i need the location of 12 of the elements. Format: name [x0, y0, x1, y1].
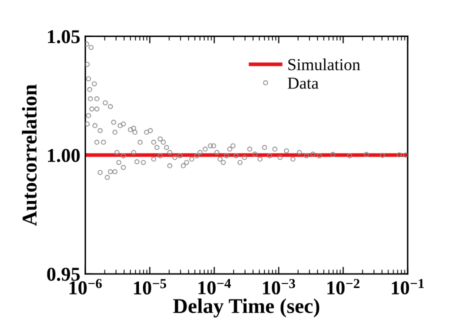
- y-axis-title: Autocorrelation: [22, 84, 37, 226]
- y-tick-label: 1.00: [48, 148, 80, 162]
- x-tick-label: 10$^{−3}$: [262, 278, 296, 294]
- legend-label: Data: [288, 78, 318, 89]
- x-tick-label: 10$^{−4}$: [198, 278, 231, 294]
- x-tick-label: 10$^{−2}$: [327, 278, 360, 294]
- x-axis-title: Delay Time (sec): [173, 298, 320, 318]
- y-tick-label: 1.05: [48, 30, 80, 44]
- legend-label: Simulation: [288, 58, 360, 70]
- x-tick-label: 10$^{−5}$: [134, 279, 166, 295]
- y-tick-label: 0.95: [47, 268, 80, 281]
- x-tick-label: 10$^{−1}$: [392, 278, 424, 294]
